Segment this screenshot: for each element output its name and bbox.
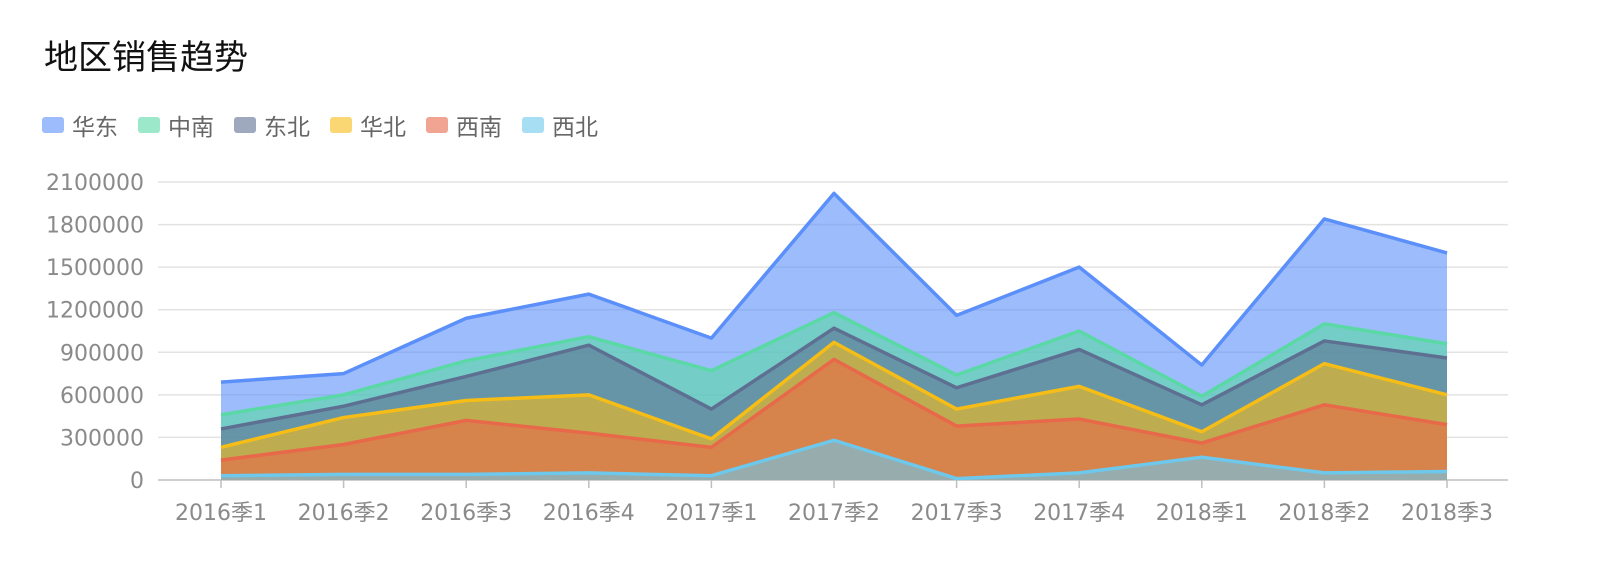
legend-item-huabei[interactable]: 华北 xyxy=(330,108,406,142)
x-tick-label: 2016季2 xyxy=(298,501,390,526)
legend-label: 华东 xyxy=(72,115,118,141)
x-tick-label: 2018季3 xyxy=(1401,501,1493,526)
legend-item-xinan[interactable]: 西南 xyxy=(426,108,502,142)
x-tick-label: 2018季1 xyxy=(1156,501,1248,526)
legend-swatch xyxy=(138,117,160,133)
y-tick-label: 1500000 xyxy=(46,256,144,281)
x-tick-label: 2017季4 xyxy=(1033,501,1125,526)
legend-item-zhongnan[interactable]: 中南 xyxy=(138,108,214,142)
x-tick-label: 2016季4 xyxy=(543,501,635,526)
y-tick-label: 1200000 xyxy=(46,299,144,324)
legend: 华东 中南 东北 华北 西南 西北 xyxy=(42,108,618,142)
x-tick-label: 2016季1 xyxy=(175,501,267,526)
y-tick-label: 900000 xyxy=(60,341,144,366)
legend-item-huadong[interactable]: 华东 xyxy=(42,108,118,142)
area-西南 xyxy=(221,359,1447,480)
legend-label: 东北 xyxy=(264,115,310,141)
y-tick-label: 300000 xyxy=(60,426,144,451)
x-tick-label: 2017季2 xyxy=(788,501,880,526)
series-line-华北 xyxy=(220,340,1448,450)
chart-title: 地区销售趋势 xyxy=(44,38,248,78)
x-tick-label: 2016季3 xyxy=(420,501,512,526)
y-tick-label: 0 xyxy=(130,469,144,494)
series-line-西南 xyxy=(220,357,1448,462)
legend-label: 中南 xyxy=(168,115,214,141)
legend-label: 西南 xyxy=(456,115,502,141)
series-line-华东 xyxy=(220,191,1448,384)
legend-label: 西北 xyxy=(552,115,598,141)
legend-swatch xyxy=(42,117,64,133)
legend-swatch xyxy=(426,117,448,133)
legend-swatch xyxy=(522,117,544,133)
legend-item-xibei[interactable]: 西北 xyxy=(522,108,598,142)
area-西北 xyxy=(221,440,1447,480)
series-line-东北 xyxy=(220,326,1448,431)
y-tick-label: 2100000 xyxy=(46,171,144,196)
y-tick-label: 1800000 xyxy=(46,214,144,239)
x-tick-label: 2017季3 xyxy=(911,501,1003,526)
series-line-西北 xyxy=(220,438,1448,481)
y-tick-label: 600000 xyxy=(60,384,144,409)
x-tick-label: 2018季2 xyxy=(1278,501,1370,526)
x-tick-label: 2017季1 xyxy=(665,501,757,526)
series-line-中南 xyxy=(220,310,1448,417)
legend-swatch xyxy=(234,117,256,133)
legend-item-dongbei[interactable]: 东北 xyxy=(234,108,310,142)
legend-swatch xyxy=(330,117,352,133)
legend-label: 华北 xyxy=(360,115,406,141)
